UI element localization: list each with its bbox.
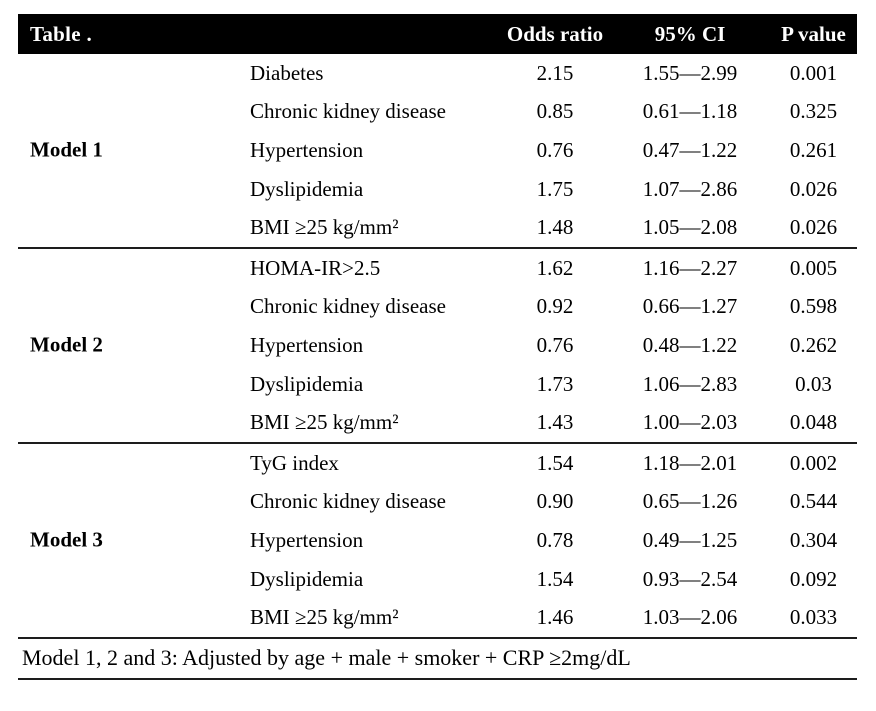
table-title: Table . [30,21,93,46]
variable-cell: Chronic kidney disease [250,489,446,514]
ci-cell: 1.05—2.08 [642,215,738,240]
model-3-section: Model 3 TyG index 1.54 1.18—2.01 0.002 C… [18,444,857,639]
table-row: BMI ≥25 kg/mm² 1.43 1.00—2.03 0.048 [18,403,857,442]
model-3-label: Model 3 [30,527,103,552]
odds-ratio-cell: 1.54 [536,450,574,475]
variable-cell: Hypertension [250,137,364,162]
variable-cell: Dyslipidemia [250,176,364,201]
ci-cell: 1.06—2.83 [642,371,738,396]
p-value-cell: 0.03 [795,371,832,396]
ci-cell: 0.93—2.54 [642,566,738,591]
table-row: Chronic kidney disease 0.90 0.65—1.26 0.… [18,483,857,522]
p-value-cell: 0.048 [789,410,838,435]
p-value-cell: 0.026 [789,215,838,240]
odds-ratio-cell: 1.62 [536,255,574,280]
ci-cell: 0.66—1.27 [642,294,738,319]
odds-ratio-cell: 1.54 [536,566,574,591]
table-row: Diabetes 2.15 1.55—2.99 0.001 [18,54,857,93]
odds-ratio-cell: 1.48 [536,215,574,240]
variable-cell: Hypertension [250,332,364,357]
p-value-cell: 0.325 [789,99,838,124]
odds-ratio-cell: 1.46 [536,605,574,630]
ci-cell: 0.61—1.18 [642,99,738,124]
odds-ratio-cell: 1.43 [536,410,574,435]
table-footnote: Model 1, 2 and 3: Adjusted by age + male… [18,639,857,680]
model-2-label: Model 2 [30,332,103,357]
variable-cell: Chronic kidney disease [250,99,446,124]
ci-cell: 1.55—2.99 [642,60,738,85]
p-value-cell: 0.002 [789,450,838,475]
column-header-odds-ratio: Odds ratio [506,21,604,46]
table-header-bar: Table . Odds ratio 95% CI P value [18,14,857,54]
ci-cell: 1.18—2.01 [642,450,738,475]
p-value-cell: 0.033 [789,605,838,630]
odds-ratio-cell: 1.73 [536,371,574,396]
variable-cell: HOMA-IR>2.5 [250,255,381,280]
ci-cell: 0.48—1.22 [642,332,738,357]
table-row: Hypertension 0.78 0.49—1.25 0.304 [18,521,857,560]
variable-cell: BMI ≥25 kg/mm² [250,410,399,435]
variable-cell: Dyslipidemia [250,566,364,591]
variable-cell: Chronic kidney disease [250,294,446,319]
model-2-section: Model 2 HOMA-IR>2.5 1.62 1.16—2.27 0.005… [18,249,857,444]
table-row: Hypertension 0.76 0.48—1.22 0.262 [18,326,857,365]
p-value-cell: 0.261 [789,137,838,162]
p-value-cell: 0.005 [789,255,838,280]
model-1-label: Model 1 [30,137,103,162]
ci-cell: 0.49—1.25 [642,527,738,552]
table-row: Hypertension 0.76 0.47—1.22 0.261 [18,131,857,170]
p-value-cell: 0.598 [789,294,838,319]
odds-ratio-cell: 0.76 [536,332,574,357]
table-row: Chronic kidney disease 0.92 0.66—1.27 0.… [18,288,857,327]
p-value-cell: 0.544 [789,489,838,514]
odds-ratio-cell: 0.90 [536,489,574,514]
variable-cell: BMI ≥25 kg/mm² [250,605,399,630]
p-value-cell: 0.092 [789,566,838,591]
table-row: Dyslipidemia 1.75 1.07—2.86 0.026 [18,170,857,209]
ci-cell: 0.65—1.26 [642,489,738,514]
column-header-95ci: 95% CI [654,21,726,46]
table-row: Chronic kidney disease 0.85 0.61—1.18 0.… [18,93,857,132]
variable-cell: Hypertension [250,527,364,552]
odds-ratio-cell: 2.15 [536,60,574,85]
ci-cell: 1.07—2.86 [642,176,738,201]
ci-cell: 1.16—2.27 [642,255,738,280]
table-row: Dyslipidemia 1.73 1.06—2.83 0.03 [18,365,857,404]
table-row: Dyslipidemia 1.54 0.93—2.54 0.092 [18,560,857,599]
odds-ratio-cell: 0.76 [536,137,574,162]
ci-cell: 1.03—2.06 [642,605,738,630]
odds-ratio-table: Table . Odds ratio 95% CI P value Model … [18,14,857,680]
column-header-p-value: P value [781,21,846,46]
odds-ratio-cell: 0.78 [536,527,574,552]
p-value-cell: 0.262 [789,332,838,357]
p-value-cell: 0.304 [789,527,838,552]
p-value-cell: 0.001 [789,60,838,85]
ci-cell: 0.47—1.22 [642,137,738,162]
variable-cell: BMI ≥25 kg/mm² [250,215,399,240]
p-value-cell: 0.026 [789,176,838,201]
ci-cell: 1.00—2.03 [642,410,738,435]
paper-table-figure: Table . Odds ratio 95% CI P value Model … [0,14,876,711]
table-row: BMI ≥25 kg/mm² 1.48 1.05—2.08 0.026 [18,208,857,247]
odds-ratio-cell: 1.75 [536,176,574,201]
odds-ratio-cell: 0.92 [536,294,574,319]
variable-cell: Dyslipidemia [250,371,364,396]
odds-ratio-cell: 0.85 [536,99,574,124]
variable-cell: Diabetes [250,60,324,85]
table-row: HOMA-IR>2.5 1.62 1.16—2.27 0.005 [18,249,857,288]
variable-cell: TyG index [250,450,339,475]
table-row: TyG index 1.54 1.18—2.01 0.002 [18,444,857,483]
model-1-section: Model 1 Diabetes 2.15 1.55—2.99 0.001 Ch… [18,54,857,249]
table-row: BMI ≥25 kg/mm² 1.46 1.03—2.06 0.033 [18,598,857,637]
